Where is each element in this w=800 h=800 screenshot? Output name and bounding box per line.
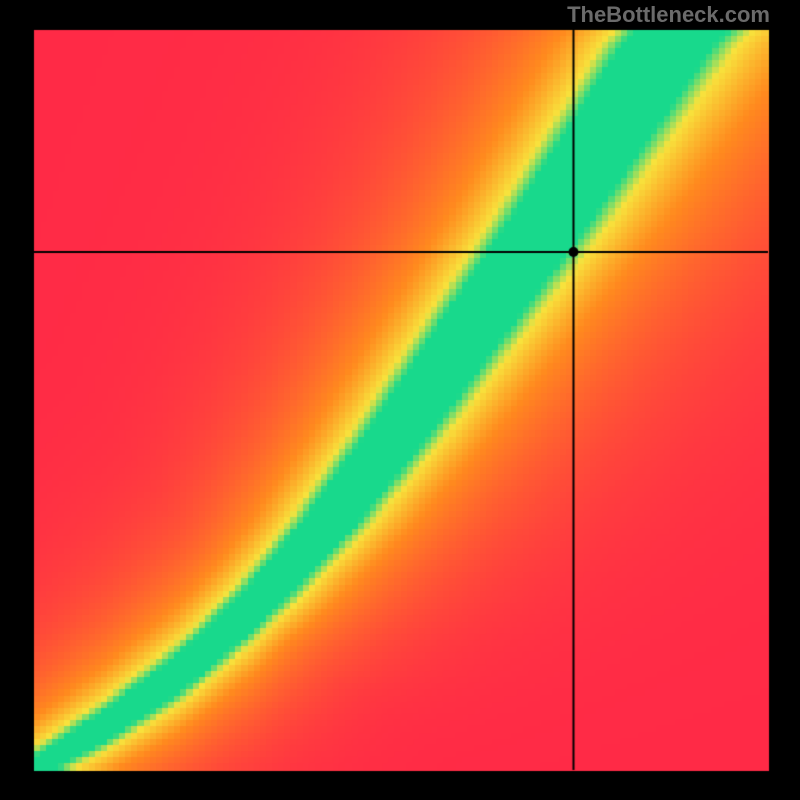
watermark-text: TheBottleneck.com [567, 2, 770, 28]
chart-container: TheBottleneck.com [0, 0, 800, 800]
bottleneck-heatmap [0, 0, 800, 800]
